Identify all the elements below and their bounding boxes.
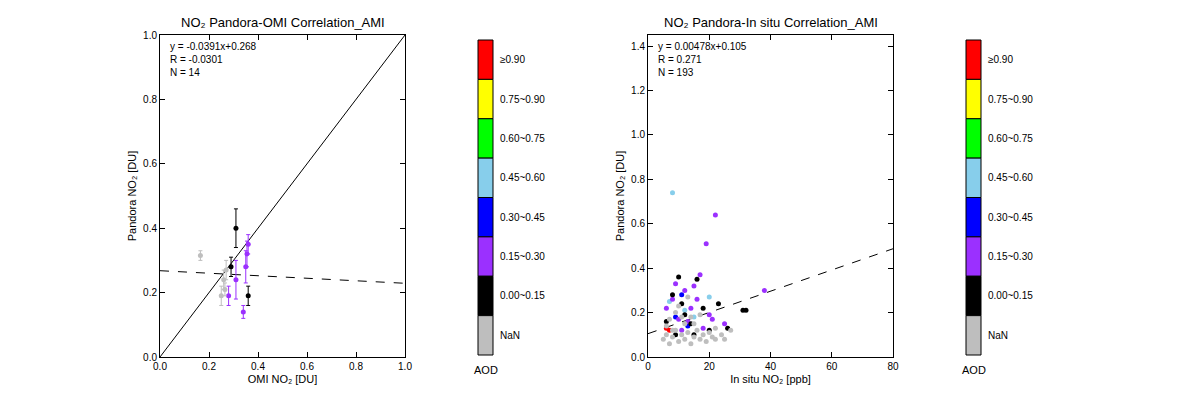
svg-text:0.6: 0.6	[143, 158, 157, 169]
svg-text:0.8: 0.8	[143, 94, 157, 105]
svg-text:0.0: 0.0	[631, 352, 645, 363]
svg-text:40: 40	[765, 361, 777, 372]
svg-text:0.8: 0.8	[631, 174, 645, 185]
svg-text:In situ NO₂ [ppb]: In situ NO₂ [ppb]	[730, 373, 811, 385]
svg-text:1.0: 1.0	[398, 361, 412, 372]
svg-text:0.30~0.45: 0.30~0.45	[500, 212, 545, 223]
svg-text:NaN: NaN	[500, 330, 520, 341]
svg-text:0.75~0.90: 0.75~0.90	[500, 94, 545, 105]
svg-text:y = -0.0391x+0.268R = -0.0301N: y = -0.0391x+0.268R = -0.0301N = 14	[170, 41, 257, 78]
svg-text:0.0: 0.0	[143, 352, 157, 363]
svg-text:0.6: 0.6	[631, 218, 645, 229]
svg-text:20: 20	[704, 361, 716, 372]
svg-text:≥0.90: ≥0.90	[988, 54, 1013, 65]
svg-text:NO₂ Pandora-OMI Correlation_AM: NO₂ Pandora-OMI Correlation_AMI	[181, 15, 385, 30]
svg-text:0.45~0.60: 0.45~0.60	[500, 172, 545, 183]
svg-text:0.60~0.75: 0.60~0.75	[988, 133, 1033, 144]
svg-text:OMI NO₂ [DU]: OMI NO₂ [DU]	[248, 373, 318, 385]
svg-text:AOD: AOD	[474, 364, 498, 376]
svg-text:AOD: AOD	[962, 364, 986, 376]
svg-text:0.0: 0.0	[153, 361, 167, 372]
svg-text:NaN: NaN	[988, 330, 1008, 341]
svg-text:y = 0.00478x+0.105R = 0.271N =: y = 0.00478x+0.105R = 0.271N = 193	[658, 41, 747, 78]
svg-text:0.2: 0.2	[202, 361, 216, 372]
svg-text:0: 0	[645, 361, 651, 372]
svg-text:0.4: 0.4	[251, 361, 265, 372]
svg-text:0.00~0.15: 0.00~0.15	[988, 290, 1033, 301]
svg-text:0.4: 0.4	[631, 263, 645, 274]
svg-text:0.30~0.45: 0.30~0.45	[988, 212, 1033, 223]
svg-text:NO₂ Pandora-In situ Correlatio: NO₂ Pandora-In situ Correlation_AMI	[664, 15, 878, 30]
svg-text:60: 60	[826, 361, 838, 372]
svg-text:0.8: 0.8	[349, 361, 363, 372]
svg-text:0.45~0.60: 0.45~0.60	[988, 172, 1033, 183]
svg-text:0.15~0.30: 0.15~0.30	[500, 251, 545, 262]
svg-text:Pandora NO₂ [DU]: Pandora NO₂ [DU]	[126, 151, 138, 241]
svg-text:0.00~0.15: 0.00~0.15	[500, 290, 545, 301]
svg-text:0.6: 0.6	[300, 361, 314, 372]
svg-text:0.2: 0.2	[143, 287, 157, 298]
svg-text:1.0: 1.0	[143, 30, 157, 41]
svg-text:0.4: 0.4	[143, 223, 157, 234]
svg-text:80: 80	[887, 361, 899, 372]
svg-text:0.60~0.75: 0.60~0.75	[500, 133, 545, 144]
svg-text:0.75~0.90: 0.75~0.90	[988, 94, 1033, 105]
svg-text:0.2: 0.2	[631, 307, 645, 318]
svg-text:≥0.90: ≥0.90	[500, 54, 525, 65]
svg-text:1.2: 1.2	[631, 85, 645, 96]
svg-text:0.15~0.30: 0.15~0.30	[988, 251, 1033, 262]
svg-text:1.4: 1.4	[631, 41, 645, 52]
svg-text:1.0: 1.0	[631, 129, 645, 140]
svg-text:Pandora NO₂ [DU]: Pandora NO₂ [DU]	[614, 151, 626, 241]
